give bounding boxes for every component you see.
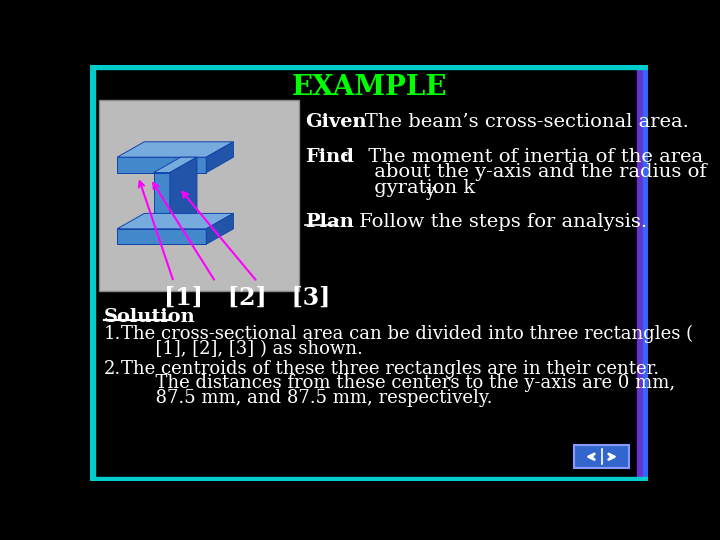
Text: Solution: Solution <box>104 308 196 326</box>
Bar <box>642 65 648 481</box>
Polygon shape <box>206 142 233 173</box>
Text: .: . <box>432 179 438 197</box>
Polygon shape <box>206 213 233 244</box>
Bar <box>574 445 629 468</box>
Polygon shape <box>117 157 206 173</box>
Text: : The beam’s cross-sectional area.: : The beam’s cross-sectional area. <box>352 112 689 131</box>
Bar <box>90 65 648 69</box>
Text: EXAMPLE: EXAMPLE <box>292 75 446 102</box>
Polygon shape <box>117 229 206 244</box>
Text: :   The moment of inertia of the area: : The moment of inertia of the area <box>343 148 703 166</box>
Text: [1]   [2]   [3]: [1] [2] [3] <box>163 286 330 310</box>
Text: Plan: Plan <box>305 213 354 232</box>
Text: The centroids of these three rectangles are in their center.: The centroids of these three rectangles … <box>121 360 659 377</box>
Polygon shape <box>117 142 233 157</box>
Polygon shape <box>170 157 197 229</box>
Text: about the y-axis and the radius of: about the y-axis and the radius of <box>343 164 706 181</box>
Polygon shape <box>153 157 197 173</box>
Text: Find: Find <box>305 148 354 166</box>
Text: 1.: 1. <box>104 325 122 343</box>
Bar <box>637 65 642 481</box>
Text: y: y <box>426 183 435 200</box>
Text: [1], [2], [3] ) as shown.: [1], [2], [3] ) as shown. <box>121 340 363 357</box>
Text: Given: Given <box>305 112 367 131</box>
Text: 87.5 mm, and 87.5 mm, respectively.: 87.5 mm, and 87.5 mm, respectively. <box>121 389 492 407</box>
Text: gyration k: gyration k <box>343 179 475 197</box>
Text: The cross-sectional area can be divided into three rectangles (: The cross-sectional area can be divided … <box>121 325 693 343</box>
Bar <box>99 100 300 291</box>
Bar <box>90 477 648 481</box>
Polygon shape <box>153 173 170 229</box>
Bar <box>90 65 94 481</box>
Text: :   Follow the steps for analysis.: : Follow the steps for analysis. <box>334 213 647 232</box>
Text: 2.: 2. <box>104 360 121 377</box>
Polygon shape <box>117 213 233 229</box>
Text: The distances from these centers to the y-axis are 0 mm,: The distances from these centers to the … <box>121 374 675 393</box>
